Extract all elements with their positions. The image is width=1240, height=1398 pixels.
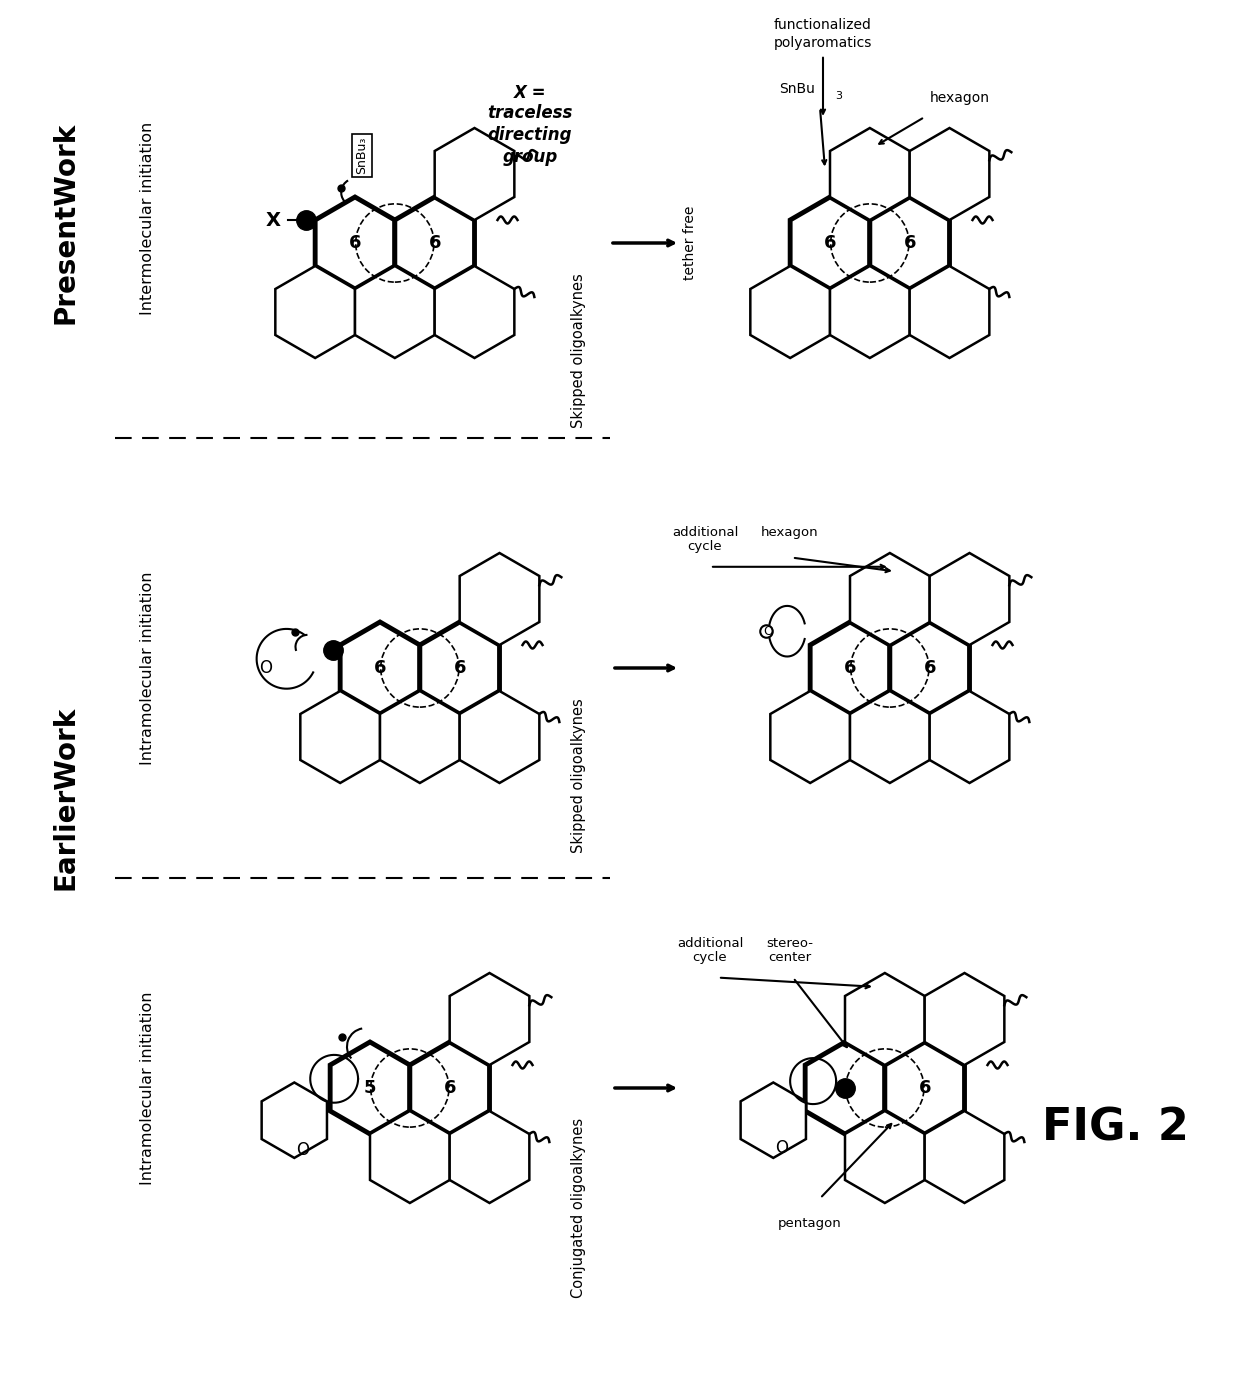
Text: Intermolecular initiation: Intermolecular initiation <box>140 122 155 315</box>
Text: traceless: traceless <box>487 103 573 122</box>
Text: cycle: cycle <box>688 540 723 554</box>
Text: hexagon: hexagon <box>930 91 990 105</box>
Polygon shape <box>849 554 930 644</box>
Text: 6: 6 <box>823 233 836 252</box>
Text: stereo-: stereo- <box>766 937 813 951</box>
Text: hexagon: hexagon <box>761 526 818 540</box>
Text: O: O <box>775 1139 787 1156</box>
Text: functionalized: functionalized <box>774 18 872 32</box>
Polygon shape <box>930 554 1009 644</box>
Polygon shape <box>460 691 539 783</box>
Polygon shape <box>330 1042 410 1134</box>
Text: SnBu: SnBu <box>779 82 815 96</box>
Text: Conjugated oligoalkynes: Conjugated oligoalkynes <box>570 1118 585 1299</box>
Text: X: X <box>265 211 281 229</box>
Polygon shape <box>770 691 849 783</box>
Text: O: O <box>763 625 773 637</box>
Polygon shape <box>275 266 355 358</box>
Text: 6: 6 <box>919 1079 931 1097</box>
Polygon shape <box>394 197 475 289</box>
Polygon shape <box>925 973 1004 1065</box>
Text: group: group <box>502 148 558 166</box>
Text: 6: 6 <box>904 233 916 252</box>
Text: FIG. 2: FIG. 2 <box>1042 1106 1188 1149</box>
Text: Skipped oligoalkynes: Skipped oligoalkynes <box>570 273 585 428</box>
Text: Skipped oligoalkynes: Skipped oligoalkynes <box>570 698 585 853</box>
Polygon shape <box>910 266 990 358</box>
Polygon shape <box>379 691 460 783</box>
Polygon shape <box>340 622 420 714</box>
Text: directing: directing <box>487 126 572 144</box>
Text: O: O <box>296 1141 309 1159</box>
Polygon shape <box>750 266 830 358</box>
Text: 5: 5 <box>838 1079 851 1097</box>
Text: 3: 3 <box>836 91 842 101</box>
Text: 6: 6 <box>454 658 466 677</box>
Polygon shape <box>810 622 890 714</box>
Polygon shape <box>844 1111 925 1204</box>
Polygon shape <box>420 622 500 714</box>
Polygon shape <box>262 1082 327 1158</box>
Polygon shape <box>910 129 990 219</box>
Text: 6: 6 <box>843 658 857 677</box>
Polygon shape <box>830 129 910 219</box>
Polygon shape <box>849 691 930 783</box>
Text: X =: X = <box>513 84 547 102</box>
Polygon shape <box>450 1111 529 1204</box>
Text: SnBu₃: SnBu₃ <box>356 137 368 175</box>
Polygon shape <box>355 266 435 358</box>
Text: 5: 5 <box>363 1079 376 1097</box>
Text: additional: additional <box>677 937 743 951</box>
Text: cycle: cycle <box>693 951 728 963</box>
Text: O: O <box>259 658 272 677</box>
Polygon shape <box>315 197 394 289</box>
Polygon shape <box>435 129 515 219</box>
Polygon shape <box>790 197 869 289</box>
Polygon shape <box>740 1082 806 1158</box>
Text: 6: 6 <box>429 233 441 252</box>
Text: 6: 6 <box>373 658 386 677</box>
Text: EarlierWork: EarlierWork <box>51 706 79 891</box>
Polygon shape <box>450 973 529 1065</box>
Polygon shape <box>844 973 925 1065</box>
Polygon shape <box>885 1042 965 1134</box>
Text: Intramolecular initiation: Intramolecular initiation <box>140 991 155 1184</box>
Text: additional: additional <box>672 526 738 540</box>
Polygon shape <box>869 197 950 289</box>
Text: 6: 6 <box>444 1079 456 1097</box>
Polygon shape <box>435 266 515 358</box>
Text: Intramolecular initiation: Intramolecular initiation <box>140 572 155 765</box>
Polygon shape <box>410 1042 490 1134</box>
Text: center: center <box>769 951 811 963</box>
Polygon shape <box>805 1042 885 1134</box>
Polygon shape <box>830 266 910 358</box>
Text: polyaromatics: polyaromatics <box>774 36 872 50</box>
Polygon shape <box>925 1111 1004 1204</box>
Polygon shape <box>370 1111 450 1204</box>
Text: 6: 6 <box>924 658 936 677</box>
Polygon shape <box>930 691 1009 783</box>
Polygon shape <box>460 554 539 644</box>
Text: pentagon: pentagon <box>779 1216 842 1230</box>
Text: 6: 6 <box>348 233 361 252</box>
Polygon shape <box>890 622 970 714</box>
Polygon shape <box>300 691 379 783</box>
Text: PresentWork: PresentWork <box>51 122 79 324</box>
Text: tether free: tether free <box>683 206 697 280</box>
